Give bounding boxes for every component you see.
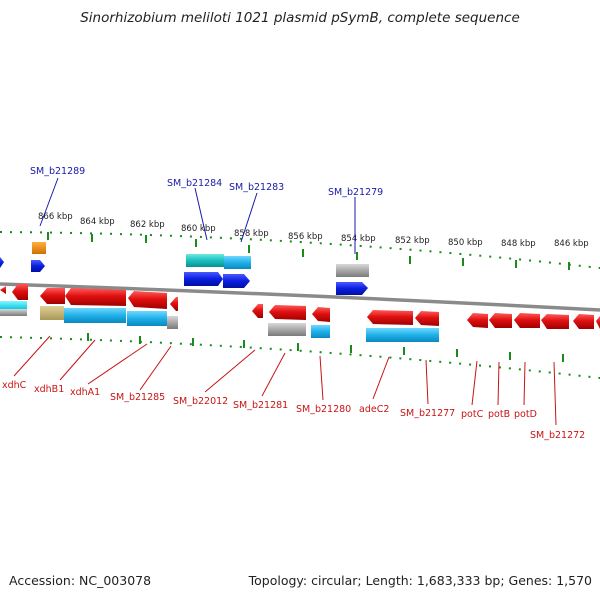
label-xdhA1[interactable]: xdhA1 [70, 387, 100, 398]
cds-cyan-3[interactable] [311, 325, 330, 338]
feature-blue-small[interactable] [31, 260, 45, 272]
gene-red-edge-right-2[interactable] [596, 316, 600, 329]
cds-aqua-1[interactable] [0, 301, 27, 309]
tick-label-846: 846 kbp [554, 239, 589, 249]
cds-cyan-2[interactable] [127, 311, 167, 326]
gene-xdhA1[interactable] [65, 288, 126, 306]
gene-red-edge[interactable] [0, 286, 6, 294]
label-SM_b21277[interactable]: SM_b21277 [400, 408, 455, 419]
cds-grey-2[interactable] [167, 316, 178, 329]
label-SM_b21289[interactable]: SM_b21289 [30, 166, 85, 177]
tick-label-850: 850 kbp [448, 238, 483, 248]
label-xdhC[interactable]: xdhC [2, 380, 27, 391]
gene-SM_b22012[interactable] [269, 305, 306, 320]
label-potB[interactable]: potB [488, 409, 510, 420]
label-SM_b21285[interactable]: SM_b21285 [110, 392, 165, 403]
tick-label-862: 862 kbp [130, 220, 165, 230]
gene-SM_b21272-red[interactable] [541, 314, 569, 329]
cds-grey-1[interactable] [0, 309, 27, 316]
feature-grey-1[interactable] [336, 264, 369, 277]
scale-labels: 866 kbp 864 kbp 862 kbp 860 kbp 858 kbp … [38, 212, 589, 249]
tick-label-854: 854 kbp [341, 234, 376, 244]
label-SM_b21283[interactable]: SM_b21283 [229, 182, 284, 193]
tick-label-866: 866 kbp [38, 212, 73, 222]
label-SM_b21281[interactable]: SM_b21281 [233, 400, 288, 411]
cds-grey-3[interactable] [268, 323, 306, 336]
bottom-leader-lines [13, 335, 557, 426]
gene-potD[interactable] [514, 313, 540, 328]
tick-label-860: 860 kbp [181, 224, 216, 234]
feature-cyan-1[interactable] [224, 256, 251, 269]
cds-cyan-1[interactable] [64, 308, 126, 323]
gene-red-edge-right[interactable] [573, 314, 594, 329]
tick-label-858: 858 kbp [234, 229, 269, 239]
gene-red-small-1[interactable] [170, 297, 178, 311]
gene-potC[interactable] [467, 313, 488, 328]
gene-potB[interactable] [489, 313, 512, 328]
cds-olive[interactable] [40, 306, 64, 320]
tick-label-856: 856 kbp [288, 232, 323, 242]
tick-label-848: 848 kbp [501, 239, 536, 249]
label-SM_b21272[interactable]: SM_b21272 [530, 430, 585, 441]
cds-cyan-4[interactable] [366, 328, 439, 342]
feature-teal-1[interactable] [186, 254, 224, 267]
gene-xdhB1[interactable] [40, 288, 65, 304]
gene-xdhC[interactable] [12, 284, 28, 300]
map-title: Sinorhizobium meliloti 1021 plasmid pSym… [80, 10, 520, 26]
label-xdhB1[interactable]: xdhB1 [34, 384, 64, 395]
lower-major-ticks [87, 333, 564, 362]
accession-text: Accession: NC_003078 [9, 573, 151, 588]
gene-SM_b21277-red[interactable] [415, 311, 439, 326]
top-leader-lines [39, 177, 356, 254]
label-potD[interactable]: potD [514, 409, 537, 420]
tick-label-852: 852 kbp [395, 236, 430, 246]
lower-tick-track [0, 336, 600, 379]
label-SM_b22012[interactable]: SM_b22012 [173, 396, 228, 407]
feature-blue-4[interactable] [336, 282, 368, 295]
gene-SM_b21285[interactable] [128, 291, 167, 309]
gene-adeC2[interactable] [367, 310, 413, 325]
label-SM_b21279[interactable]: SM_b21279 [328, 187, 383, 198]
summary-text: Topology: circular; Length: 1,683,333 bp… [248, 573, 592, 588]
gene-SM_b21280-red[interactable] [312, 307, 330, 322]
label-adeC2[interactable]: adeC2 [359, 404, 389, 415]
plasmid-backbone [0, 282, 600, 312]
label-SM_b21284[interactable]: SM_b21284 [167, 178, 222, 189]
label-potC[interactable]: potC [461, 409, 484, 420]
feature-blue-2[interactable] [184, 272, 223, 286]
feature-blue-edge[interactable] [0, 257, 4, 268]
tick-label-864: 864 kbp [80, 217, 115, 227]
upper-tick-track [0, 231, 600, 269]
feature-orange[interactable] [32, 242, 46, 254]
gene-red-small-2[interactable] [252, 304, 263, 318]
feature-blue-3[interactable] [223, 274, 250, 288]
upper-major-ticks [47, 232, 570, 270]
label-SM_b21280[interactable]: SM_b21280 [296, 404, 351, 415]
